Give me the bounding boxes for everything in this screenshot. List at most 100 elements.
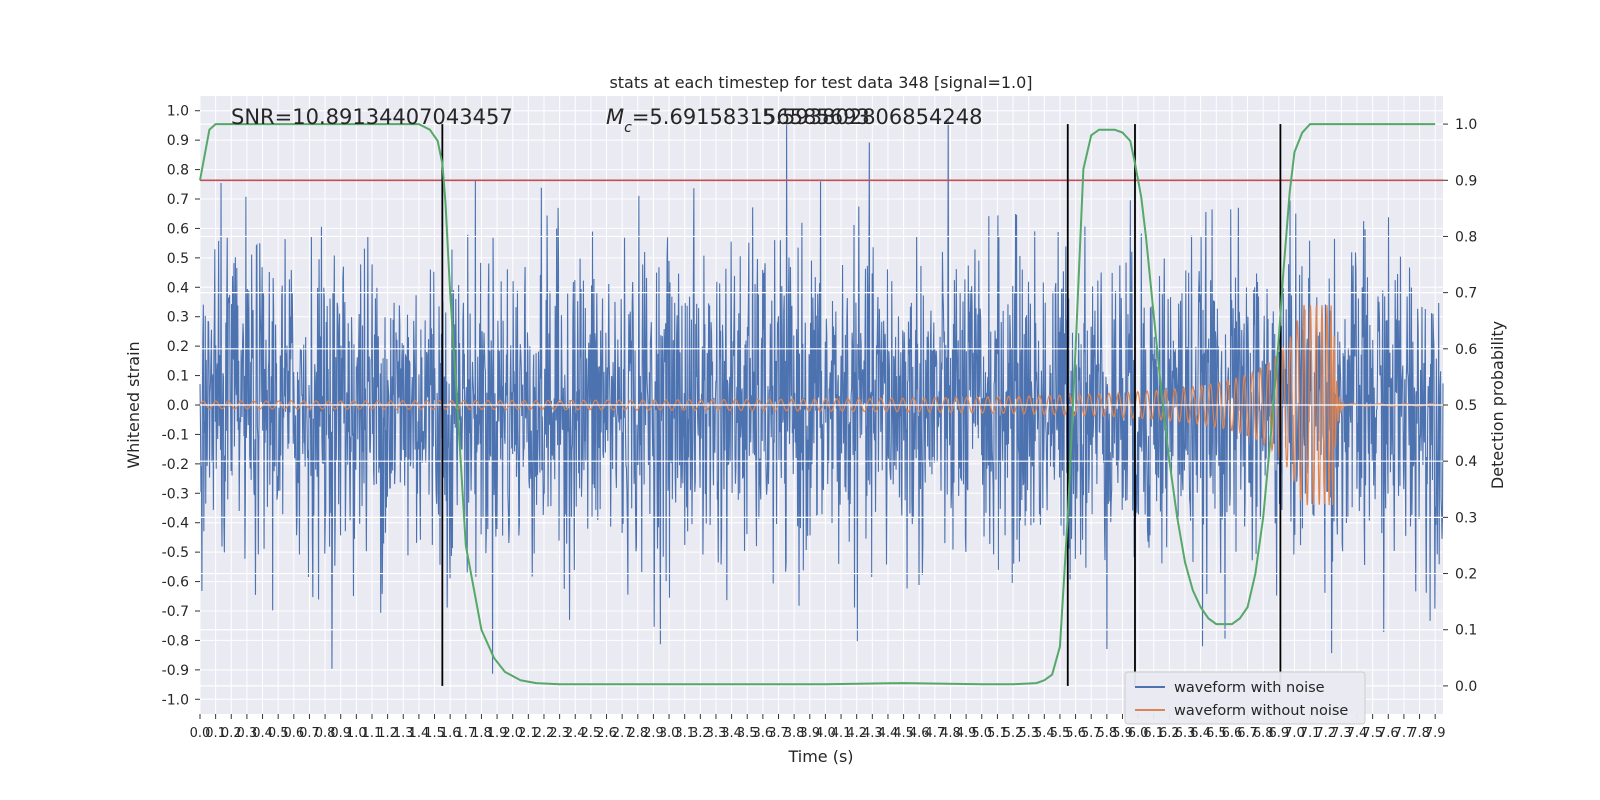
x-tick-label: 3.2 [690, 726, 711, 741]
y-right-tick-label: 0.4 [1455, 454, 1477, 470]
right-axis-grid [200, 123, 1443, 687]
x-tick-label: 6.0 [1128, 726, 1149, 741]
y-tick-label: 0.5 [167, 251, 189, 267]
x-tick-label: 7.6 [1378, 726, 1399, 741]
chirp-mass-overlap-annotation: 5.593802806854248 [762, 105, 982, 129]
y-tick-label: 0.9 [167, 133, 189, 149]
legend: waveform with noise waveform without noi… [1124, 671, 1366, 725]
y-right-axis-label: Detection probability [1488, 321, 1507, 489]
detection-probability-line [199, 123, 1436, 686]
x-tick-label: 4.9 [956, 726, 977, 741]
y-right-tick-label: 0.9 [1455, 173, 1477, 189]
y-right-tick-label: 0.5 [1455, 398, 1477, 414]
x-tick-label: 4.8 [940, 726, 961, 741]
x-tick-label: 3.1 [674, 726, 695, 741]
x-tick-label: 6.7 [1237, 726, 1258, 741]
y-right-tick-label: 0.2 [1455, 567, 1477, 583]
x-tick-label: 6.8 [1253, 726, 1274, 741]
x-tick-label: 6.4 [1190, 726, 1211, 741]
x-tick-label: 7.1 [1300, 726, 1321, 741]
legend-label-clean: waveform without noise [1174, 703, 1348, 719]
x-tick-label: 7.7 [1394, 726, 1415, 741]
y-tick-label: 0.0 [167, 398, 189, 414]
x-tick-label: 3.8 [784, 726, 805, 741]
x-tick-label: 2.4 [565, 726, 586, 741]
clean-trace [199, 304, 1444, 506]
y-tick-label: -0.8 [162, 633, 189, 649]
x-tick-label: 2.6 [596, 726, 617, 741]
x-tick-label: 2.1 [518, 726, 539, 741]
y-tick-label: -0.5 [162, 545, 189, 561]
x-tick-label: 7.9 [1425, 726, 1446, 741]
x-axis-label: Time (s) [787, 747, 853, 766]
x-tick-label: 4.6 [909, 726, 930, 741]
x-tick-label: 6.2 [1159, 726, 1180, 741]
x-tick-label: 3.9 [799, 726, 820, 741]
x-tick-label: 1.9 [487, 726, 508, 741]
x-tick-label: 5.1 [987, 726, 1008, 741]
x-tick-label: 0.9 [330, 726, 351, 741]
x-tick-label: 2.3 [549, 726, 570, 741]
y-tick-label: -0.1 [162, 427, 189, 443]
y-right-tick-label: 0.8 [1455, 229, 1477, 245]
x-tick-label: 0.7 [299, 726, 320, 741]
x-tick-label: 4.3 [862, 726, 883, 741]
x-tick-label: 5.3 [1018, 726, 1039, 741]
x-tick-label: 5.4 [1034, 726, 1055, 741]
x-tick-label: 3.3 [706, 726, 727, 741]
y-tick-label: -0.6 [162, 575, 189, 591]
x-tick-label: 0.0 [190, 726, 211, 741]
x-tick-label: 0.4 [252, 726, 273, 741]
x-tick-label: 1.8 [471, 726, 492, 741]
y-right-tick-label: 1.0 [1455, 117, 1477, 133]
x-tick-label: 4.4 [878, 726, 899, 741]
x-tick-label: 0.1 [205, 726, 226, 741]
waveform-without-noise-series [199, 304, 1444, 506]
chirp-mass-symbol: M [606, 105, 624, 129]
x-tick-label: 1.0 [346, 726, 367, 741]
noise-trace [199, 120, 1444, 674]
y-tick-label: 0.2 [167, 339, 189, 355]
x-tick-label: 5.2 [1003, 726, 1024, 741]
y-tick-label: -0.7 [162, 604, 189, 620]
y-right-tick-label: 0.0 [1455, 679, 1477, 695]
x-tick-label: 5.6 [1065, 726, 1086, 741]
x-tick-label: 4.0 [815, 726, 836, 741]
x-tick-label: 0.5 [268, 726, 289, 741]
x-tick-label: 1.7 [455, 726, 476, 741]
waveform-with-noise-series [199, 120, 1444, 674]
y-right-tick-label: 0.7 [1455, 286, 1477, 302]
x-tick-label: 6.6 [1222, 726, 1243, 741]
x-tick-label: 2.0 [502, 726, 523, 741]
x-tick-label: 3.6 [753, 726, 774, 741]
x-tick-label: 4.2 [846, 726, 867, 741]
x-tick-label: 5.9 [1112, 726, 1133, 741]
y-tick-label: -0.2 [162, 457, 189, 473]
x-tick-label: 1.1 [362, 726, 383, 741]
x-tick-label: 2.5 [581, 726, 602, 741]
x-tick-label: 1.4 [409, 726, 430, 741]
x-tick-label: 2.8 [627, 726, 648, 741]
x-tick-label: 6.3 [1175, 726, 1196, 741]
chirp-mass-annotation: Mc=5.691583156585693 [606, 105, 870, 136]
x-tick-label: 7.5 [1362, 726, 1383, 741]
x-tick-label: 6.1 [1143, 726, 1164, 741]
x-tick-label: 0.6 [283, 726, 304, 741]
x-tick-label: 4.5 [893, 726, 914, 741]
y-axis-label: Whitened strain [124, 341, 143, 468]
y-right-tick-label: 0.1 [1455, 623, 1477, 639]
y-tick-label: 1.0 [167, 104, 189, 120]
y-tick-label: -0.3 [162, 486, 189, 502]
y-tick-label: 0.1 [167, 369, 189, 385]
y-tick-label: 0.8 [167, 163, 189, 179]
chart-title: stats at each timestep for test data 348… [609, 73, 1032, 92]
y-right-tick-label: 0.6 [1455, 342, 1477, 358]
x-tick-label: 1.5 [424, 726, 445, 741]
x-tick-label: 4.7 [925, 726, 946, 741]
x-tick-label: 5.5 [1050, 726, 1071, 741]
snr-annotation: SNR=10.89134407043457 [231, 105, 513, 129]
x-tick-label: 1.6 [440, 726, 461, 741]
y-tick-label: -0.9 [162, 663, 189, 679]
x-tick-label: 5.7 [1081, 726, 1102, 741]
y-tick-label: 0.7 [167, 192, 189, 208]
